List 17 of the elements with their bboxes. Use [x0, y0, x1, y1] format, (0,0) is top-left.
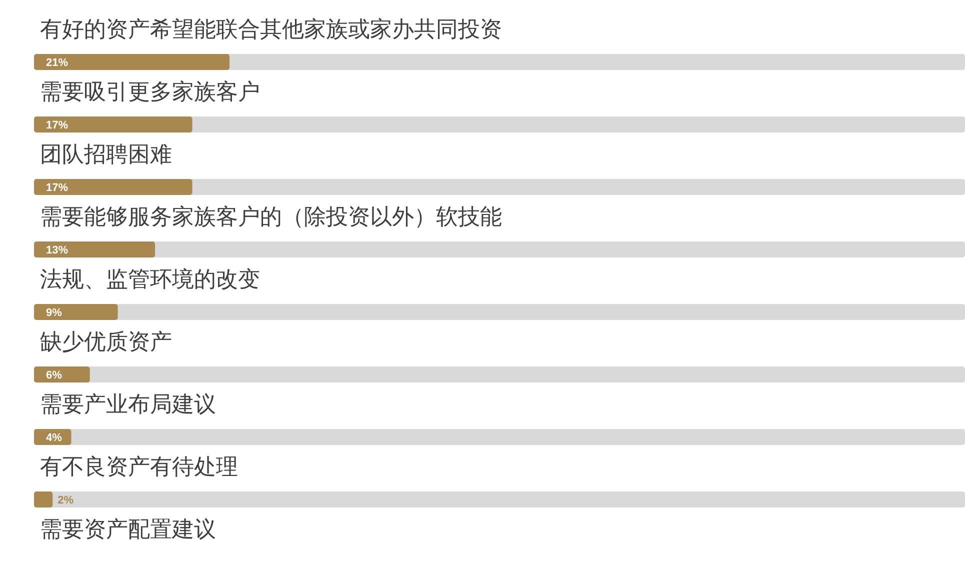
value-label: 17% [46, 120, 68, 132]
category: 缺少优质资产 [40, 329, 172, 354]
category: 有不良资产有待处理 [40, 454, 238, 479]
category: 团队招聘困难 [40, 142, 172, 166]
category: 需要资产配置建议 [40, 516, 216, 542]
category: 需要吸引更多家族客户 [40, 79, 260, 104]
value-label: 2% [58, 494, 74, 506]
category: 需要能够服务家族客户的（除投资以外）软技能 [40, 204, 502, 229]
value-label: 9% [46, 307, 62, 319]
value-label: 4% [46, 432, 62, 444]
category: 需要产业布局建议 [40, 392, 216, 416]
category: 法规、监管环境的改变 [40, 266, 260, 292]
value-label: 21% [46, 57, 68, 69]
category: 有好的资产希望能联合其他家族或家办共同投资 [40, 16, 502, 42]
value-label: 13% [46, 244, 68, 256]
value-label: 6% [46, 370, 62, 382]
value-label: 17% [46, 182, 68, 194]
